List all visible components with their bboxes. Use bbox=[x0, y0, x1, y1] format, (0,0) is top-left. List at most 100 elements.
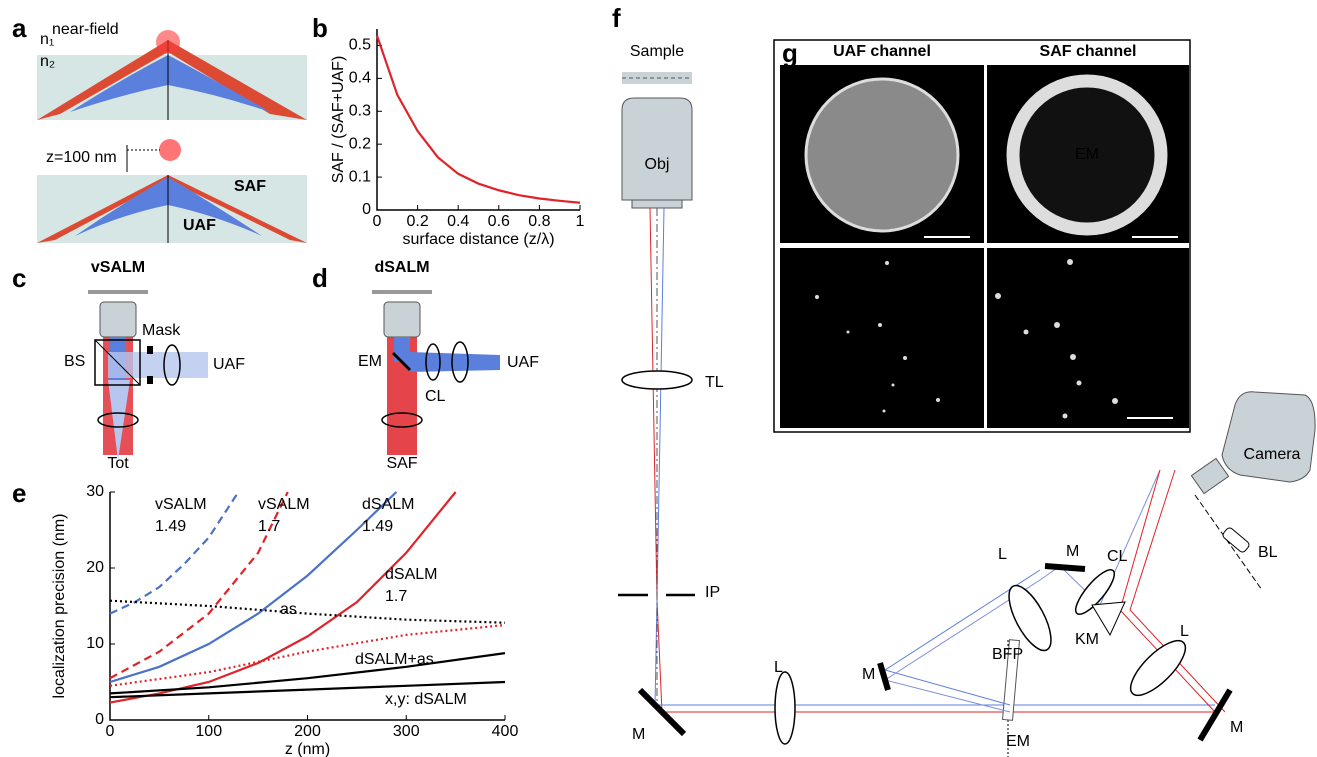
panel-label: a bbox=[12, 13, 27, 43]
label: BFP bbox=[992, 646, 1023, 663]
mirror bbox=[1045, 566, 1085, 569]
x-tick-label: 400 bbox=[492, 723, 519, 740]
label: near-field bbox=[52, 21, 119, 38]
spot bbox=[847, 331, 850, 334]
label: SAF bbox=[386, 455, 417, 472]
label: M bbox=[1066, 543, 1079, 560]
spot bbox=[883, 410, 886, 413]
emitter bbox=[156, 30, 180, 54]
spot bbox=[878, 323, 882, 327]
y-axis-label: SAF / (SAF+UAF) bbox=[330, 56, 347, 184]
label: SAF bbox=[234, 178, 266, 195]
plane bbox=[1195, 495, 1262, 590]
y-tick-label: 0 bbox=[362, 201, 371, 218]
spot bbox=[1067, 259, 1073, 265]
panel-label: b bbox=[312, 13, 328, 43]
x-tick-label: 0 bbox=[106, 723, 115, 740]
label: UAF bbox=[213, 356, 245, 373]
y-tick-label: 10 bbox=[86, 635, 104, 652]
objective bbox=[622, 98, 692, 200]
label: FoV bbox=[781, 357, 798, 388]
x-tick-label: 0.8 bbox=[528, 213, 550, 230]
label: IP bbox=[705, 584, 720, 601]
x-tick-label: 0.2 bbox=[406, 213, 428, 230]
label: EM bbox=[358, 353, 382, 370]
label: n₁ bbox=[40, 31, 54, 48]
series-line bbox=[110, 601, 505, 623]
label: z=100 nm bbox=[46, 149, 117, 166]
spot bbox=[892, 384, 895, 387]
label: L bbox=[1180, 623, 1189, 640]
y-tick-label: 0.3 bbox=[349, 102, 371, 119]
series-label: x,y: dSALM bbox=[385, 691, 467, 708]
objective bbox=[384, 302, 420, 337]
series-line bbox=[110, 653, 505, 693]
series-label: vSALM1.49 bbox=[155, 496, 207, 535]
label: Obj bbox=[645, 156, 670, 173]
image bbox=[780, 248, 984, 428]
lens bbox=[775, 672, 795, 744]
panel-a-drawing bbox=[37, 30, 307, 243]
label: CL bbox=[1107, 548, 1128, 565]
spot bbox=[995, 293, 1001, 299]
label: UAF bbox=[507, 354, 539, 371]
label: BL bbox=[1258, 544, 1278, 561]
y-tick-label: 0.4 bbox=[349, 70, 371, 87]
series-line bbox=[377, 36, 580, 203]
label: n₂ bbox=[40, 53, 55, 70]
label: M bbox=[862, 666, 875, 683]
spot bbox=[1077, 381, 1082, 386]
panel-c-drawing bbox=[88, 290, 208, 460]
y-tick-label: 0 bbox=[95, 711, 104, 728]
x-tick-label: 0.4 bbox=[447, 213, 469, 230]
series-label: dSALM1.49 bbox=[362, 496, 414, 535]
label: M bbox=[1230, 719, 1243, 736]
label: L bbox=[774, 659, 783, 676]
panel-label: g bbox=[782, 38, 798, 68]
label: BS bbox=[64, 353, 85, 370]
label: TL bbox=[705, 374, 724, 391]
spot bbox=[1070, 354, 1076, 360]
objective bbox=[632, 200, 682, 208]
x-tick-label: 0 bbox=[373, 213, 382, 230]
spot bbox=[815, 295, 819, 299]
label: EM bbox=[1075, 146, 1099, 163]
label: Mask bbox=[142, 322, 181, 339]
spot bbox=[1112, 398, 1118, 404]
beam bbox=[108, 352, 208, 378]
y-tick-label: 20 bbox=[86, 559, 104, 576]
panel-g bbox=[774, 40, 1190, 432]
spot bbox=[1024, 330, 1029, 335]
prism bbox=[1092, 602, 1125, 635]
series-label: dSALM1.7 bbox=[385, 566, 437, 605]
spot bbox=[885, 261, 889, 265]
mirror bbox=[880, 663, 888, 690]
series-line bbox=[110, 625, 505, 686]
panel-d-drawing bbox=[372, 290, 500, 455]
panel-label: c bbox=[12, 263, 26, 293]
panel-label: d bbox=[312, 263, 328, 293]
x-axis-label: surface distance (z/λ) bbox=[402, 231, 554, 248]
label: M bbox=[632, 726, 645, 743]
y-axis-label: localization precision (nm) bbox=[51, 514, 68, 699]
spot bbox=[1054, 322, 1060, 328]
spot bbox=[1063, 414, 1068, 419]
y-tick-label: 0.5 bbox=[349, 37, 371, 54]
label: Tot bbox=[107, 455, 129, 472]
label: L bbox=[998, 546, 1007, 563]
x-tick-label: 200 bbox=[294, 723, 321, 740]
label: SAF channel bbox=[1040, 43, 1137, 60]
label: KM bbox=[1075, 631, 1099, 648]
sample bbox=[372, 290, 432, 294]
y-tick-label: 0.1 bbox=[349, 168, 371, 185]
x-tick-label: 300 bbox=[393, 723, 420, 740]
label: CL bbox=[425, 388, 446, 405]
mirror bbox=[1200, 690, 1230, 740]
mask bbox=[147, 346, 153, 354]
label: vSALM bbox=[91, 259, 145, 276]
camera bbox=[1191, 458, 1228, 493]
label: EM bbox=[1006, 733, 1030, 750]
label: (BL out) bbox=[781, 289, 798, 345]
figure: abcdefgnear-fieldn₁n₂z=100 nmSAFUAFvSALM… bbox=[0, 0, 1317, 757]
